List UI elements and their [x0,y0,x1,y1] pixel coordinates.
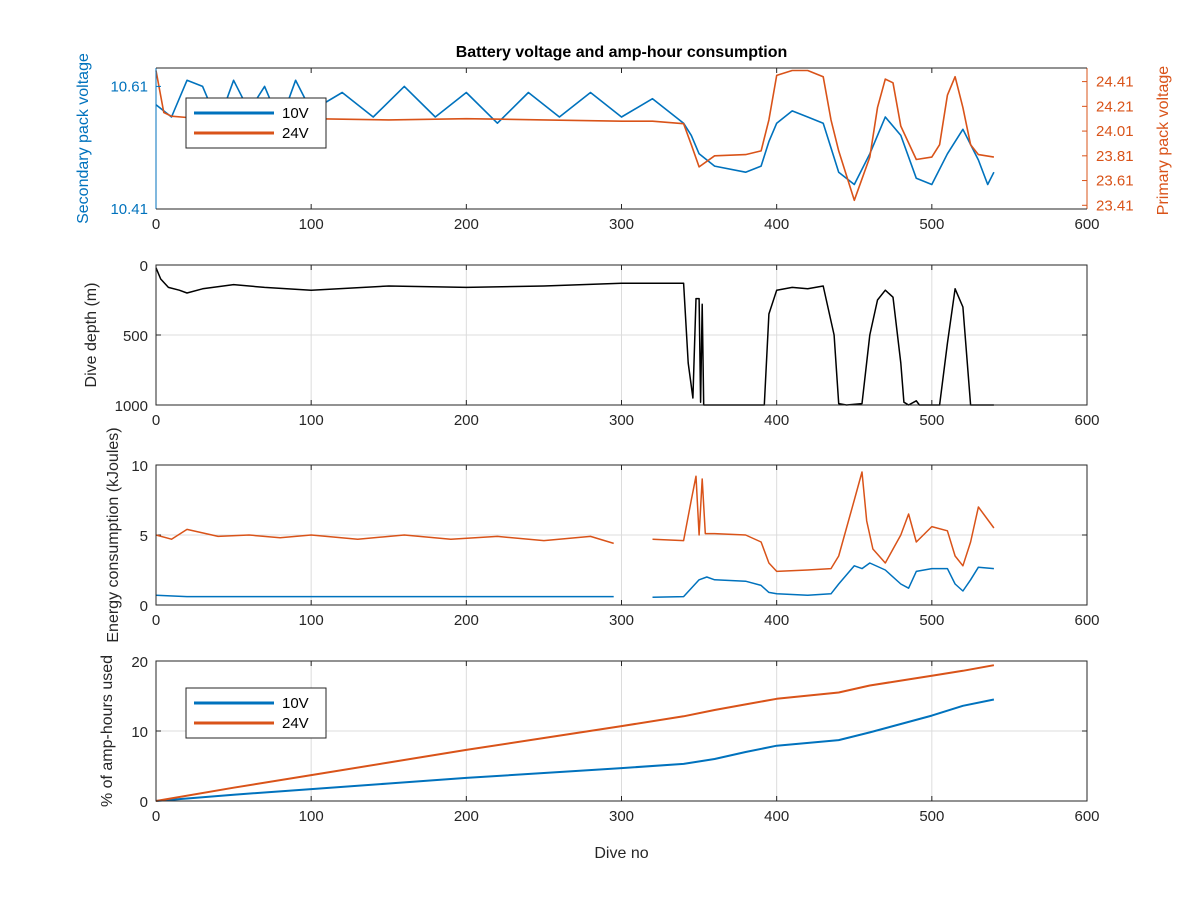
voltage-panel: Battery voltage and amp-hour consumption… [75,44,1172,233]
series-line-depth [155,267,994,406]
x-tick-label: 400 [764,412,789,429]
plot-frame [155,264,1088,406]
right-y-tick-label: 24.21 [1096,98,1134,115]
x-tick-label: 500 [919,612,944,629]
y-tick-label: 10 [131,724,148,741]
legend-label-24v: 24V [282,715,309,732]
series-line-24v [155,69,995,202]
right-y-tick-label: 23.81 [1096,148,1134,165]
y-tick-label: 0 [140,794,148,811]
x-tick-label: 300 [609,412,634,429]
y-axis-label: Energy consumption (kJoules) [105,427,122,642]
right-y-tick-label: 23.61 [1096,173,1134,190]
legend-label-24v: 24V [282,125,309,142]
x-tick-label: 600 [1074,808,1099,825]
legend-box [185,97,327,149]
right-y-tick-label: 24.41 [1096,74,1134,91]
x-tick-label: 100 [299,808,324,825]
x-tick-label: 500 [919,808,944,825]
x-tick-label: 100 [299,216,324,233]
y-tick-label: 500 [123,328,148,345]
x-tick-label: 500 [919,412,944,429]
plot-frame [155,660,1088,802]
x-tick-label: 200 [454,216,479,233]
x-tick-label: 500 [919,216,944,233]
x-tick-label: 600 [1074,216,1099,233]
x-tick-label: 300 [609,216,634,233]
y-tick-label: 20 [131,654,148,671]
x-tick-label: 300 [609,808,634,825]
y-tick-label: 0 [140,258,148,275]
plot-frame [155,464,1088,606]
series-line-10v [155,562,994,599]
right-y-tick-label: 24.01 [1096,123,1134,140]
x-tick-label: 200 [454,808,479,825]
x-tick-label: 600 [1074,412,1099,429]
x-tick-label: 200 [454,412,479,429]
x-tick-label: 200 [454,612,479,629]
left-y-axis-label: Secondary pack voltage [75,53,92,224]
legend-label-10v: 10V [282,695,309,712]
y-axis-label: Dive depth (m) [83,283,100,388]
x-tick-label: 100 [299,412,324,429]
left-y-tick-label: 10.41 [110,201,148,218]
x-tick-label: 600 [1074,612,1099,629]
legend-box [185,687,327,739]
series-line-24v [155,471,995,573]
x-tick-label: 100 [299,612,324,629]
series-line-10v [155,698,995,802]
x-tick-label: 300 [609,612,634,629]
x-tick-label: 0 [152,612,160,629]
y-tick-label: 0 [140,598,148,615]
y-axis-label: % of amp-hours used [99,655,116,807]
chart-title: Battery voltage and amp-hour consumption [456,44,788,61]
x-tick-label: 0 [152,216,160,233]
right-y-tick-label: 23.41 [1096,197,1134,214]
x-tick-label: 0 [152,412,160,429]
plot-area: Battery voltage and amp-hour consumption… [75,44,1172,862]
y-tick-label: 5 [140,528,148,545]
x-tick-label: 400 [764,612,789,629]
legend-label-10v: 10V [282,105,309,122]
right-y-axis-label: Primary pack voltage [1155,66,1172,215]
y-tick-label: 1000 [115,398,148,415]
series-line-24v [155,664,995,802]
x-tick-label: 400 [764,808,789,825]
x-tick-label: 0 [152,808,160,825]
y-tick-label: 10 [131,458,148,475]
x-tick-label: 400 [764,216,789,233]
x-axis-label: Dive no [594,845,648,862]
left-y-tick-label: 10.61 [110,78,148,95]
